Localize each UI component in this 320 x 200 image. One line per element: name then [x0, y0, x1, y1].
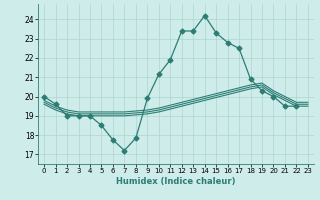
- X-axis label: Humidex (Indice chaleur): Humidex (Indice chaleur): [116, 177, 236, 186]
